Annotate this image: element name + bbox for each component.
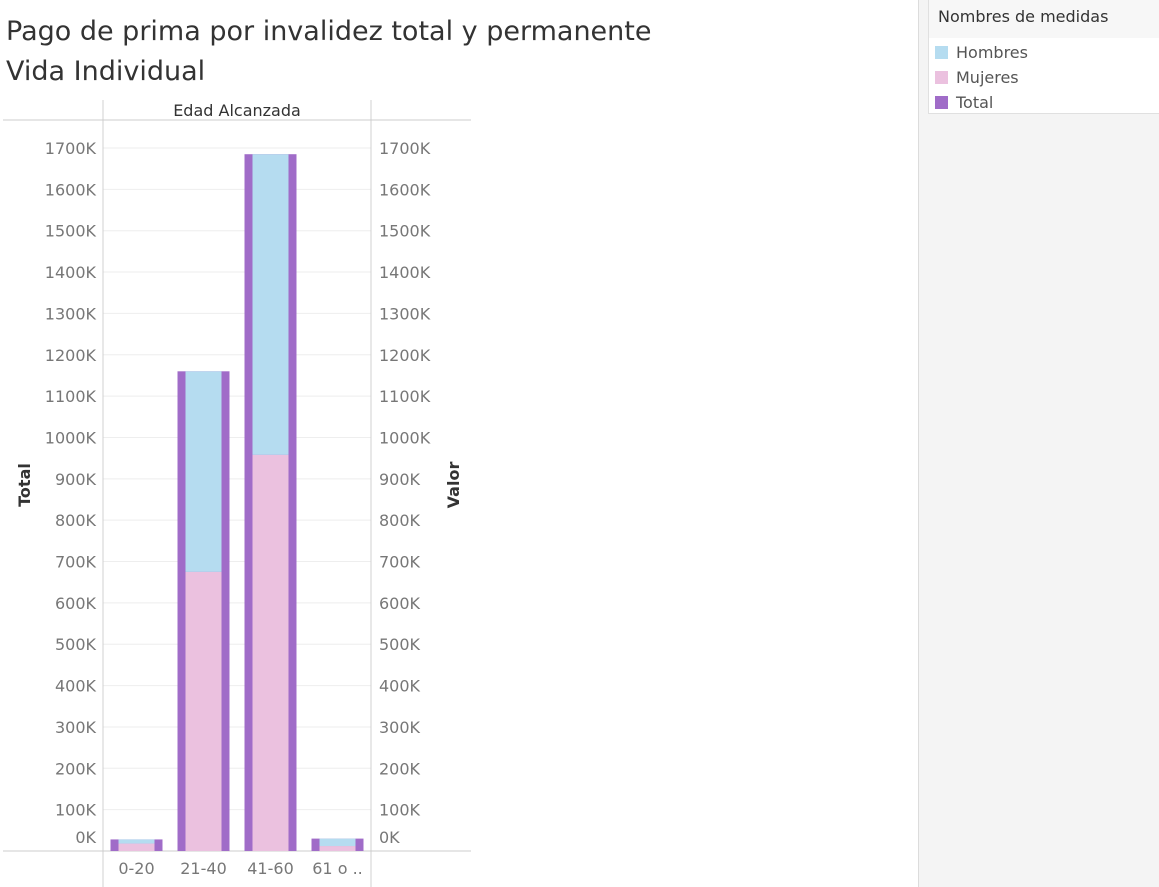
legend-swatch	[935, 46, 948, 59]
y-tick-label-left: 1300K	[45, 304, 97, 323]
y-tick-label-right: 300K	[379, 718, 421, 737]
legend-item-hombres[interactable]: Hombres	[929, 40, 1159, 65]
y-tick-label-left: 700K	[55, 553, 97, 572]
bar-hombres-61 o ..	[319, 838, 356, 847]
chart-title-line-2: Vida Individual	[6, 56, 206, 87]
y-tick-label-right: 500K	[379, 635, 421, 654]
x-tick-label: 61 o ..	[312, 859, 363, 878]
y-tick-label-left: 1700K	[45, 139, 97, 158]
y-tick-label-right: 1400K	[379, 263, 431, 282]
y-axis-title-left: Total	[15, 463, 34, 507]
legend-label: Mujeres	[956, 68, 1019, 87]
bar-hombres-0-20	[118, 839, 155, 844]
y-tick-label-left: 1100K	[45, 387, 97, 406]
y-tick-label-right: 400K	[379, 677, 421, 696]
y-axis-title-right: Valor	[444, 462, 463, 509]
y-tick-label-right: 1700K	[379, 139, 431, 158]
y-tick-label-left: 400K	[55, 677, 97, 696]
legend-swatch	[935, 96, 948, 109]
legend-item-total[interactable]: Total	[929, 90, 1159, 115]
bar-hombres-41-60	[252, 154, 289, 455]
x-tick-label: 0-20	[118, 859, 154, 878]
y-tick-label-right: 1000K	[379, 428, 431, 447]
chart-area: Edad Alcanzada 0K 0K 100K 100K 200K 200K 300K 30…	[3, 100, 471, 887]
legend-items: Hombres Mujeres Total	[929, 38, 1159, 115]
y-tick-label-right: 1300K	[379, 304, 431, 323]
y-tick-label-left: 1000K	[45, 428, 97, 447]
legend-item-mujeres[interactable]: Mujeres	[929, 65, 1159, 90]
bar-hombres-21-40	[185, 371, 222, 572]
x-tick-label: 41-60	[247, 859, 294, 878]
column-header: Edad Alcanzada	[173, 101, 301, 120]
y-tick-label-right: 1500K	[379, 222, 431, 241]
y-tick-label-right: 0K	[379, 828, 400, 847]
y-tick-label-left: 1600K	[45, 180, 97, 199]
y-tick-label-left: 100K	[55, 801, 97, 820]
bar-mujeres-41-60	[252, 454, 289, 851]
y-tick-label-right: 900K	[379, 470, 421, 489]
bar-mujeres-0-20	[118, 843, 155, 851]
legend-label: Hombres	[956, 43, 1028, 62]
y-tick-label-left: 1200K	[45, 346, 97, 365]
y-tick-label-left: 200K	[55, 759, 97, 778]
y-tick-label-right: 200K	[379, 759, 421, 778]
y-tick-label-left: 0K	[75, 828, 96, 847]
y-tick-label-right: 700K	[379, 553, 421, 572]
y-tick-label-right: 1100K	[379, 387, 431, 406]
legend-panel: Nombres de medidas Hombres Mujeres Total	[918, 0, 1159, 887]
y-tick-label-left: 800K	[55, 511, 97, 530]
y-tick-label-left: 1400K	[45, 263, 97, 282]
legend-title: Nombres de medidas	[929, 0, 1159, 38]
y-tick-label-right: 1600K	[379, 180, 431, 199]
y-tick-label-right: 600K	[379, 594, 421, 613]
y-tick-label-right: 100K	[379, 801, 421, 820]
y-tick-label-left: 500K	[55, 635, 97, 654]
y-tick-label-right: 1200K	[379, 346, 431, 365]
legend-label: Total	[956, 93, 994, 112]
x-tick-label: 21-40	[180, 859, 227, 878]
legend: Nombres de medidas Hombres Mujeres Total	[928, 0, 1159, 114]
y-tick-label-left: 1500K	[45, 222, 97, 241]
chart-title-line-1: Pago de prima por invalidez total y perm…	[6, 16, 652, 47]
chart-title: Pago de prima por invalidez total y perm…	[6, 12, 651, 92]
legend-swatch	[935, 71, 948, 84]
y-tick-label-left: 900K	[55, 470, 97, 489]
y-tick-label-left: 300K	[55, 718, 97, 737]
y-tick-label-right: 800K	[379, 511, 421, 530]
bar-mujeres-61 o ..	[319, 846, 356, 851]
y-tick-label-left: 600K	[55, 594, 97, 613]
bar-mujeres-21-40	[185, 571, 222, 851]
